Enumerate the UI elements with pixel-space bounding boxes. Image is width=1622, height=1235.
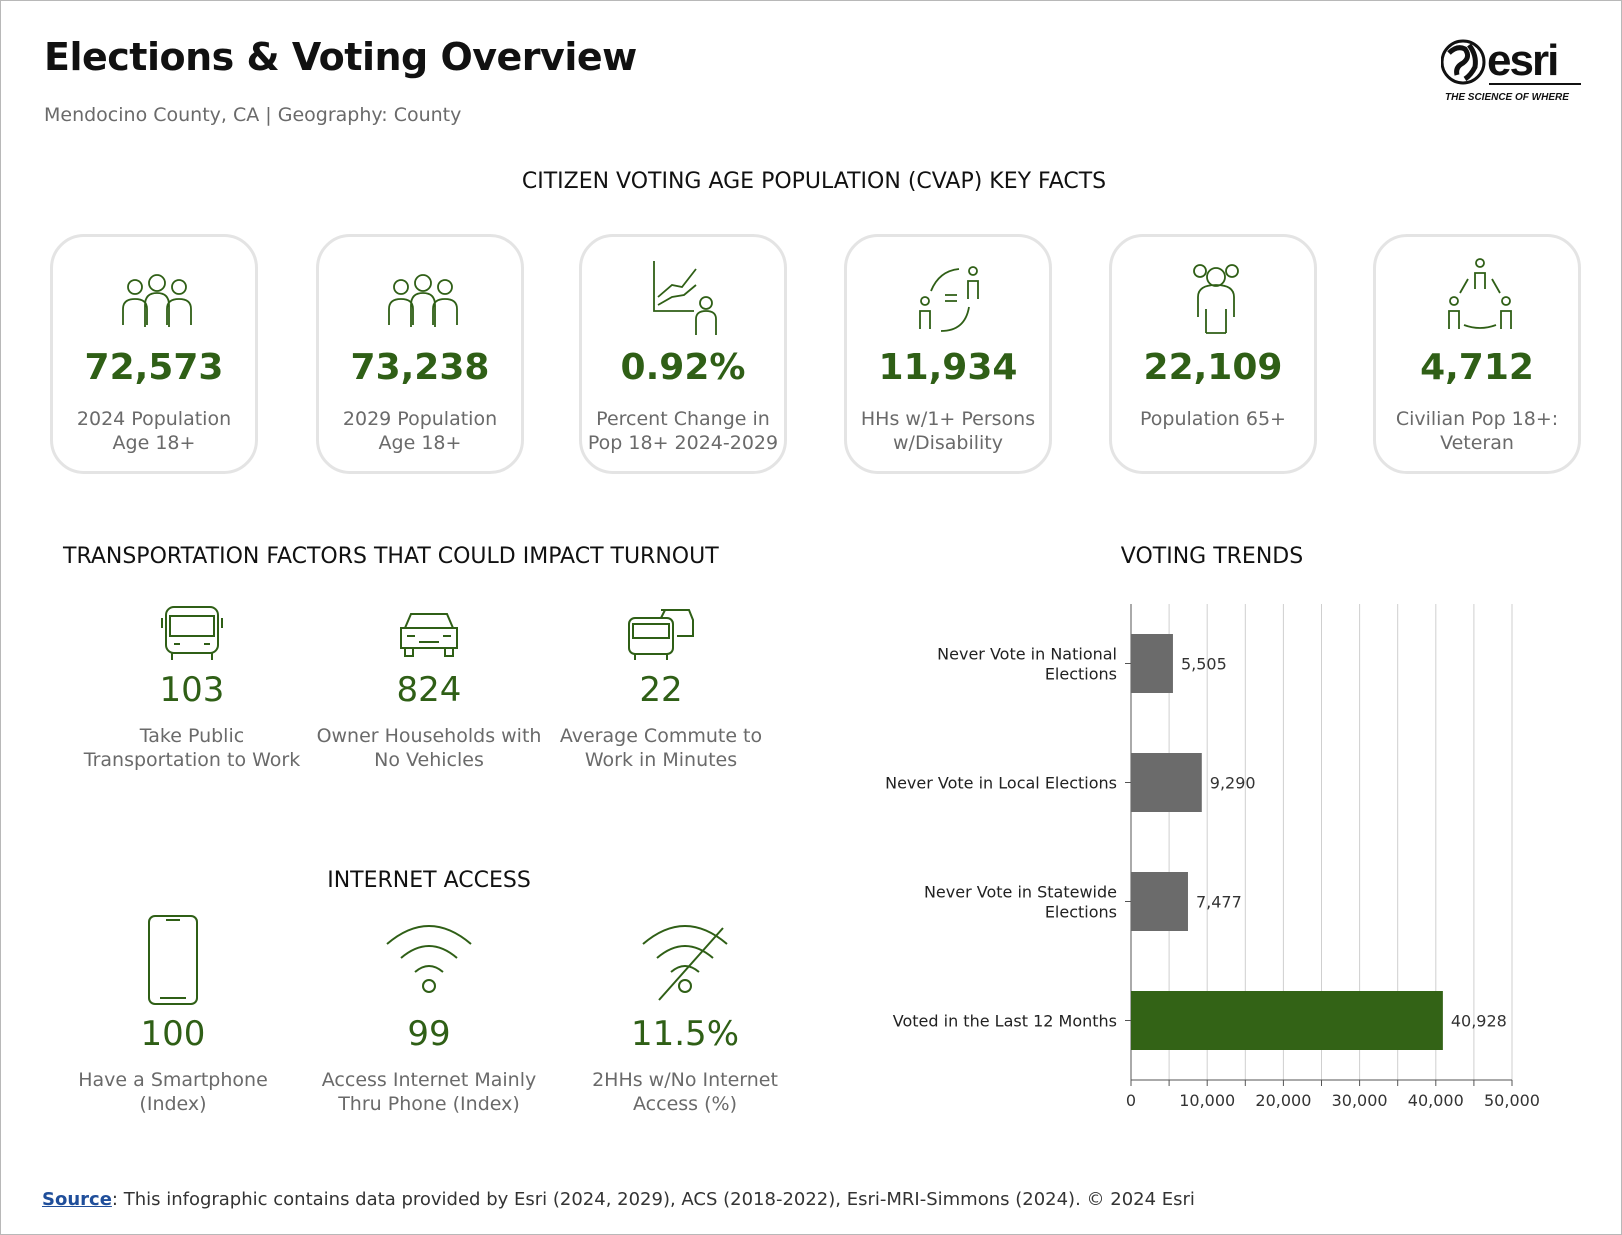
x-tick-label: 30,000 [1332, 1091, 1388, 1110]
voting-trends-chart: 0 10,000 20,000 30,000 40,000 50,000 5,505 Neve… [885, 604, 1540, 1110]
x-tick-label: 20,000 [1255, 1091, 1311, 1110]
transport-item: 22 Average Commute to Work in Minutes [541, 604, 781, 772]
internet-item: 99 Access Internet Mainly Thru Phone (In… [309, 914, 549, 1116]
kpi-label: 2029 Population Age 18+ [342, 408, 498, 454]
data-label: 40,928 [1451, 1012, 1507, 1031]
data-label: 5,505 [1181, 655, 1227, 674]
category-label: Never Vote in Local Elections [885, 774, 1117, 793]
internet-label: Have a Smartphone (Index) [78, 1069, 268, 1115]
category-label: Voted in the Last 12 Months [893, 1012, 1117, 1031]
globe-icon: esri THE SCIENCE OF WHERE [1440, 36, 1581, 103]
wifi-icon [386, 925, 472, 993]
x-tick-label: 50,000 [1484, 1091, 1540, 1110]
transport-value: 22 [639, 670, 683, 710]
esri-logo: esri THE SCIENCE OF WHERE [1440, 35, 1586, 107]
kpi-card: 22,109 Population 65+ [1109, 234, 1317, 474]
kpi-label: HHs w/1+ Persons w/Disability [860, 408, 1036, 454]
source-footer: Source: This infographic contains data p… [42, 1189, 1195, 1210]
bar [1131, 991, 1443, 1050]
svg-text:THE SCIENCE OF WHERE: THE SCIENCE OF WHERE [1445, 92, 1569, 103]
source-link[interactable]: Source [42, 1189, 112, 1210]
growth-chart-person-icon [653, 261, 717, 335]
data-label: 7,477 [1196, 893, 1242, 912]
kpi-label: Percent Change in Pop 18+ 2024-2029 [587, 408, 779, 454]
source-text: : This infographic contains data provide… [111, 1189, 1195, 1210]
x-tick-label: 0 [1126, 1091, 1136, 1110]
kpi-card: 11,934 HHs w/1+ Persons w/Disability [844, 234, 1052, 474]
x-tick-label: 10,000 [1179, 1091, 1235, 1110]
bus-icon [161, 606, 223, 660]
cvap-heading: CITIZEN VOTING AGE POPULATION (CVAP) KEY… [521, 169, 1107, 194]
kpi-value: 22,109 [1143, 347, 1283, 388]
category-label: Never Vote in National Elections [937, 645, 1117, 684]
smartphone-icon [148, 915, 198, 1005]
kpi-label: Civilian Pop 18+: Veteran [1395, 408, 1559, 454]
kpi-value: 73,238 [350, 347, 490, 388]
kpi-value: 11,934 [878, 347, 1018, 388]
transport-heading: TRANSPORTATION FACTORS THAT COULD IMPACT… [63, 544, 719, 569]
transport-item: 824 Owner Households with No Vehicles [309, 604, 549, 772]
elderly-person-icon [1193, 264, 1239, 334]
traffic-icon [628, 609, 694, 660]
kpi-value: 4,712 [1420, 347, 1534, 388]
internet-label: Access Internet Mainly Thru Phone (Index… [321, 1069, 537, 1115]
kpi-value: 0.92% [620, 347, 746, 388]
internet-value: 11.5% [630, 1014, 739, 1054]
category-label: Never Vote in Statewide Elections [924, 883, 1117, 922]
kpi-card: 4,712 Civilian Pop 18+: Veteran [1373, 234, 1581, 474]
kpi-card: 72,573 2024 Population Age 18+ [50, 234, 258, 474]
people-group-icon [122, 274, 192, 327]
transport-label: Owner Households with No Vehicles [316, 725, 542, 771]
bar [1131, 872, 1188, 931]
x-tick-label: 40,000 [1408, 1091, 1464, 1110]
kpi-label: Population 65+ [1140, 408, 1286, 430]
kpi-label: 2024 Population Age 18+ [76, 408, 232, 454]
transport-value: 824 [396, 670, 462, 710]
transport-label: Average Commute to Work in Minutes [559, 725, 763, 771]
svg-text:esri: esri [1487, 36, 1557, 85]
data-label: 9,290 [1210, 774, 1256, 793]
bar [1131, 634, 1173, 693]
internet-value: 99 [407, 1014, 451, 1054]
kpi-card: 0.92% Percent Change in Pop 18+ 2024-202… [579, 234, 787, 474]
people-equal-icon [919, 266, 979, 332]
internet-heading: INTERNET ACCESS [327, 868, 531, 893]
transport-label: Take Public Transportation to Work [83, 725, 301, 771]
page-subtitle: Mendocino County, CA | Geography: County [44, 104, 462, 126]
car-icon [400, 613, 458, 657]
people-group-icon [388, 274, 458, 327]
internet-item: 11.5% 2HHs w/No Internet Access (%) [565, 914, 805, 1116]
people-network-icon [1448, 258, 1512, 329]
kpi-card: 73,238 2029 Population Age 18+ [316, 234, 524, 474]
bar [1131, 753, 1202, 812]
voting-heading: VOTING TRENDS [1120, 544, 1304, 569]
transport-value: 103 [159, 670, 225, 710]
internet-label: 2HHs w/No Internet Access (%) [592, 1069, 778, 1115]
internet-item: 100 Have a Smartphone (Index) [53, 914, 293, 1116]
kpi-value: 72,573 [84, 347, 224, 388]
internet-value: 100 [140, 1014, 206, 1054]
transport-item: 103 Take Public Transportation to Work [72, 604, 312, 772]
no-wifi-icon [642, 925, 728, 1001]
page-title: Elections & Voting Overview [44, 35, 637, 79]
